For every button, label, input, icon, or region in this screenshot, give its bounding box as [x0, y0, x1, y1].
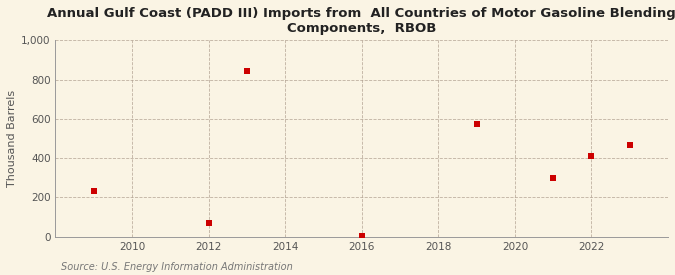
Point — [242, 68, 252, 73]
Point — [624, 143, 635, 148]
Point — [356, 233, 367, 238]
Title: Annual Gulf Coast (PADD III) Imports from  All Countries of Motor Gasoline Blend: Annual Gulf Coast (PADD III) Imports fro… — [47, 7, 675, 35]
Point — [586, 154, 597, 158]
Point — [471, 122, 482, 126]
Text: Source: U.S. Energy Information Administration: Source: U.S. Energy Information Administ… — [61, 262, 292, 272]
Point — [548, 175, 559, 180]
Point — [88, 188, 99, 193]
Point — [203, 221, 214, 225]
Y-axis label: Thousand Barrels: Thousand Barrels — [7, 90, 17, 187]
